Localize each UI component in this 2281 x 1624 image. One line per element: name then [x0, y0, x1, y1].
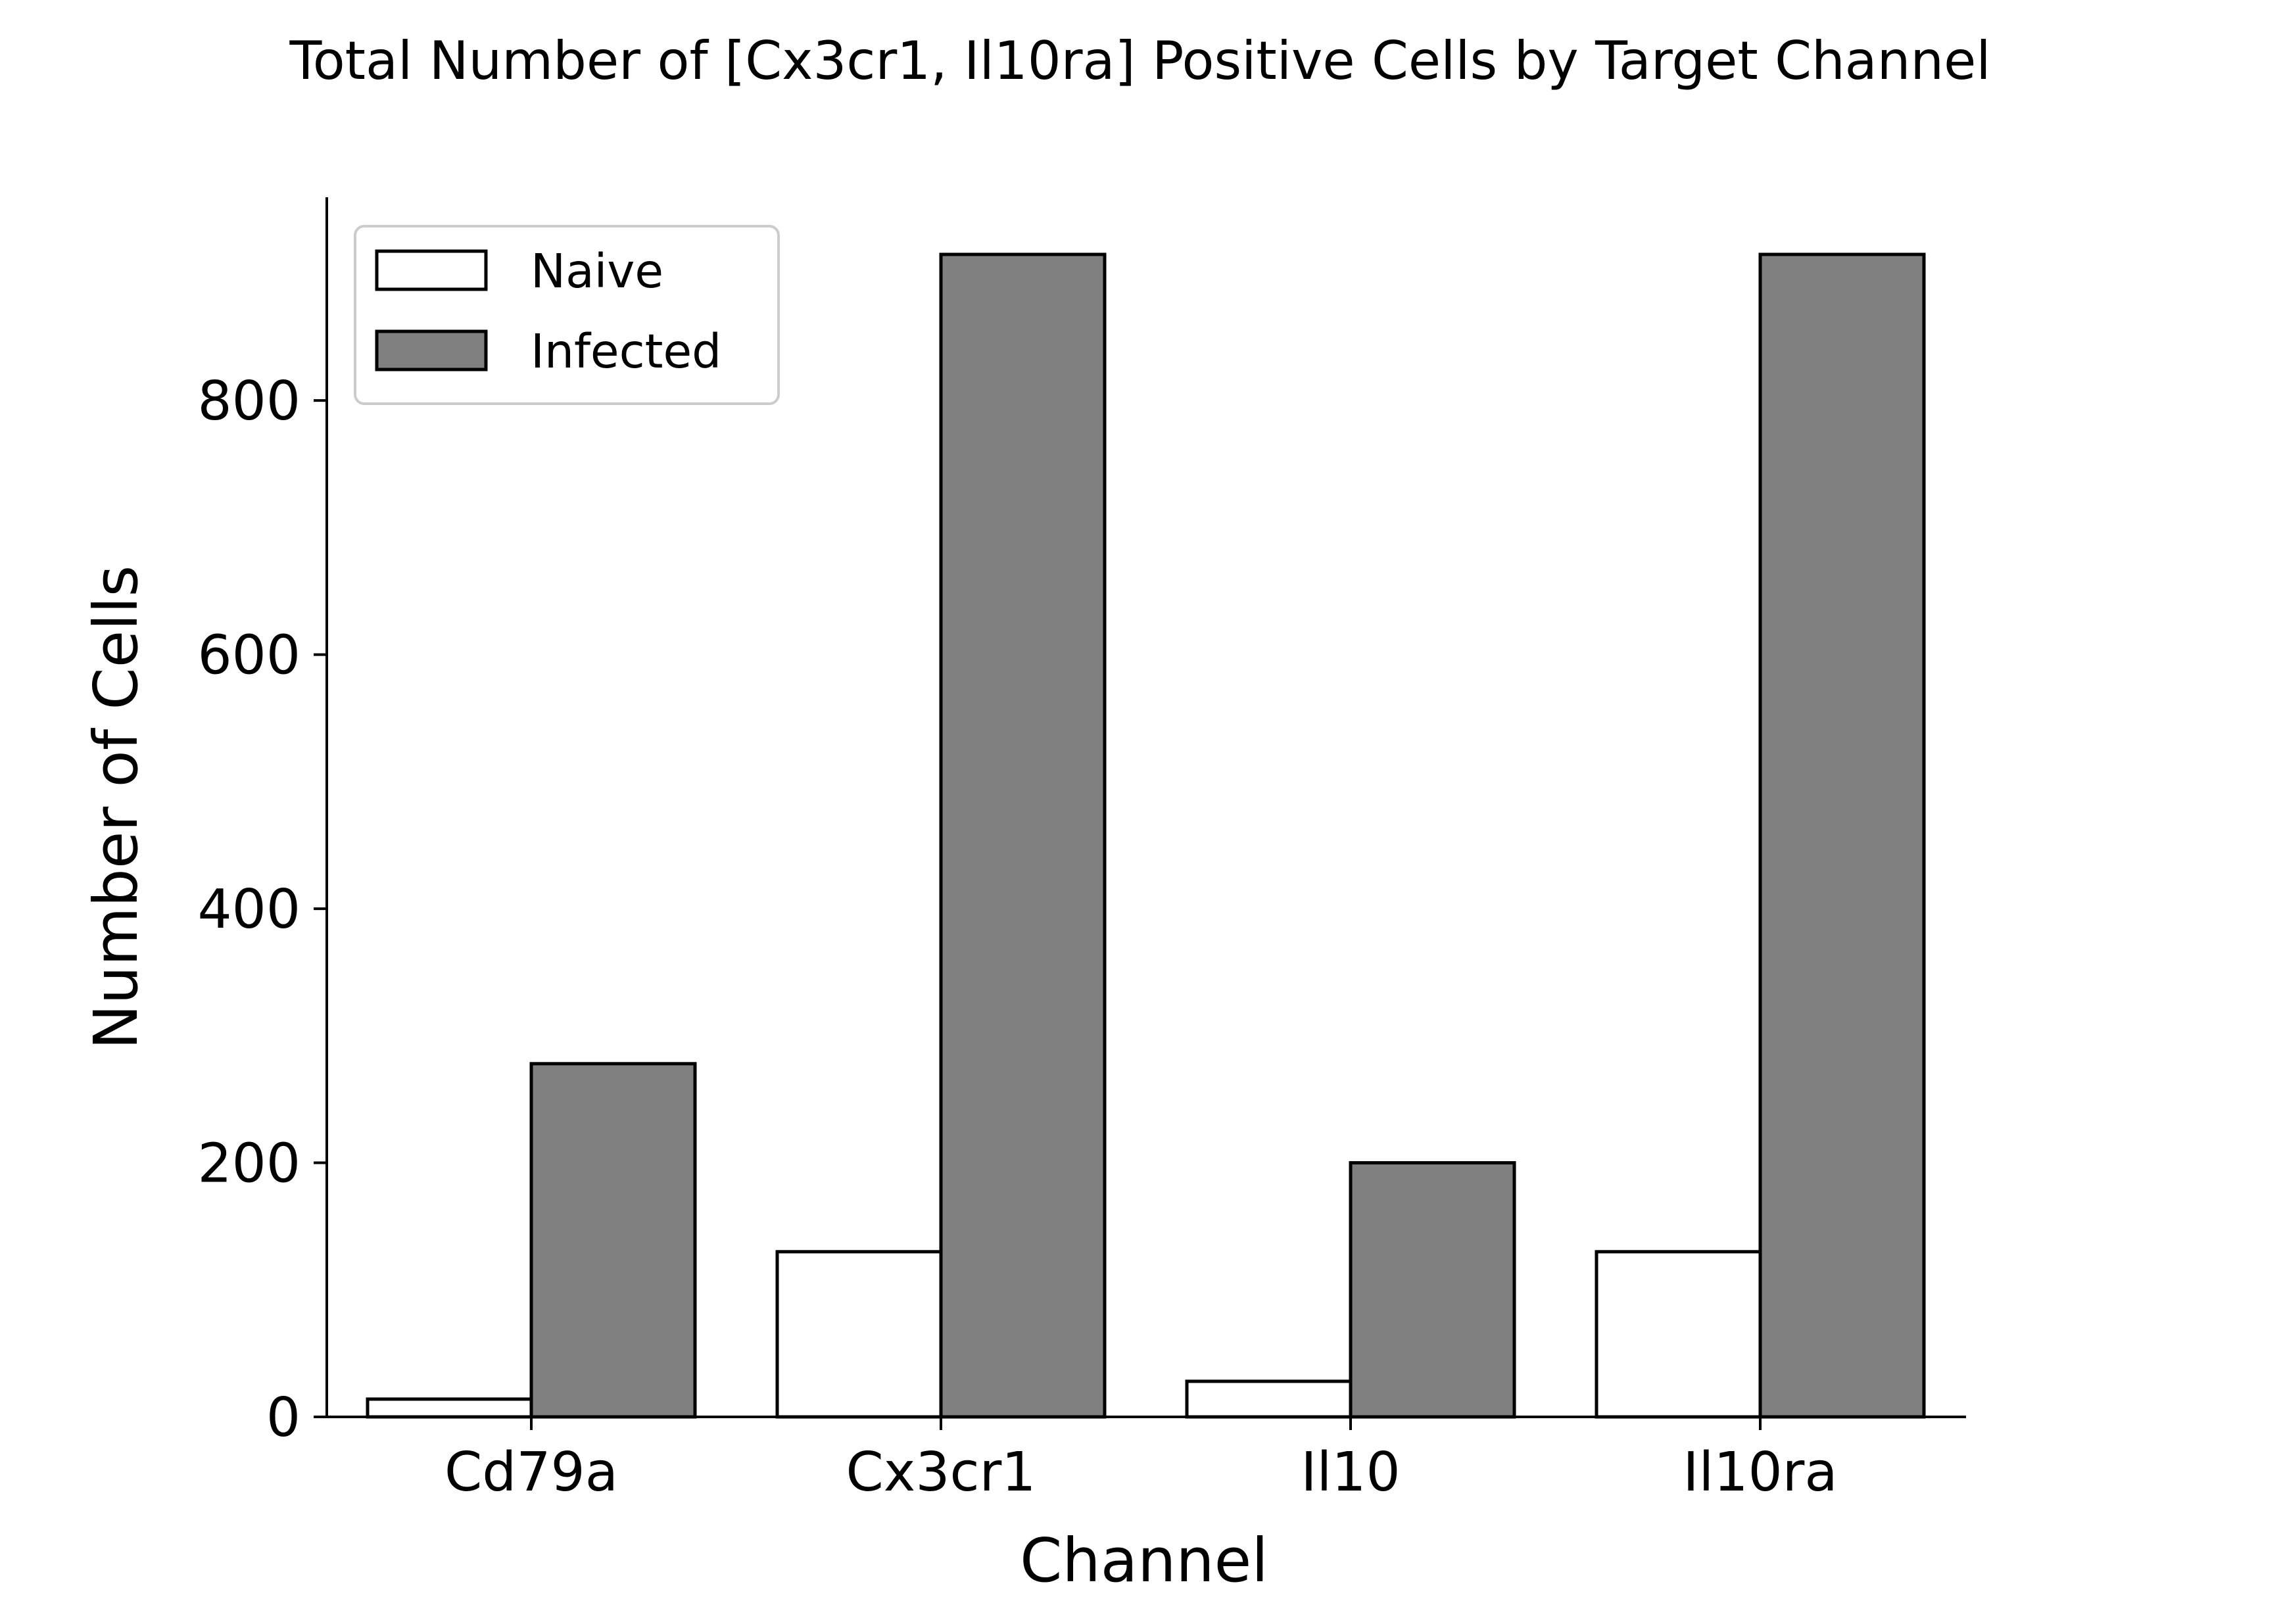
bar-infected-il10ra: [1758, 252, 1926, 1419]
bar-infected-cx3cr1: [939, 252, 1107, 1419]
bar-infected-il10: [1349, 1161, 1516, 1419]
y-tick-label: 600: [197, 625, 300, 687]
x-tick-label: Il10ra: [1683, 1441, 1837, 1504]
bar-naive-il10: [1185, 1379, 1353, 1419]
y-tick-label: 400: [197, 878, 300, 941]
y-axis-label: Number of Cells: [81, 565, 151, 1050]
legend-swatch-naive: [375, 249, 488, 291]
bars-layer: [366, 252, 1926, 1419]
legend: Naive Infected: [354, 225, 780, 405]
legend-label-infected: Infected: [531, 324, 721, 379]
bar-infected-cd79a: [529, 1062, 697, 1419]
chart-title: Total Number of [Cx3cr1, Il10ra] Positiv…: [289, 30, 1990, 91]
legend-swatch-infected: [375, 329, 488, 371]
bar-naive-il10ra: [1595, 1250, 1762, 1419]
x-axis-label: Channel: [1020, 1525, 1268, 1596]
x-tick-label: Il10: [1301, 1441, 1400, 1504]
y-tick-label: 800: [197, 370, 300, 433]
x-tick-label: Cd79a: [444, 1441, 618, 1504]
axes-layer: 0 200 400 600 800 Cd79a Cx3cr1 Il10 Il10ra: [197, 197, 1966, 1504]
bar-naive-cd79a: [366, 1397, 533, 1419]
y-tick-label: 200: [197, 1133, 300, 1195]
legend-label-naive: Naive: [531, 244, 663, 299]
bar-naive-cx3cr1: [775, 1250, 943, 1419]
y-tick-label: 0: [266, 1387, 300, 1449]
x-tick-label: Cx3cr1: [846, 1441, 1036, 1504]
